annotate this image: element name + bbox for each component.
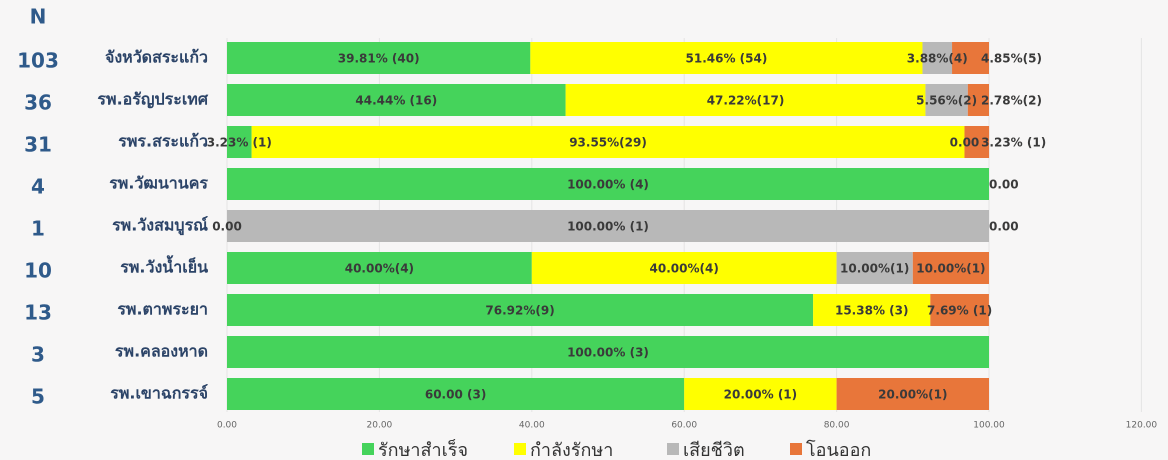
value-label: 3.23% (1) (981, 136, 1046, 150)
value-label: 100.00% (4) (567, 178, 649, 192)
n-value: 36 (24, 91, 52, 115)
bar-segment (227, 252, 532, 284)
n-value: 1 (31, 217, 45, 241)
bar-segment (836, 252, 913, 284)
x-tick-label: 20.00 (367, 421, 393, 431)
value-label: 10.00%(1) (840, 262, 909, 276)
bar-segment (227, 84, 566, 116)
value-label: 10.00%(1) (916, 262, 985, 276)
bar-segment (251, 126, 965, 158)
value-label: 20.00% (1) (724, 388, 797, 402)
n-value: 13 (24, 301, 52, 325)
category-label: รพ.อรัญประเทศ (97, 90, 208, 110)
n-value: 103 (17, 49, 59, 73)
bar-segment (227, 42, 531, 74)
bar-segment (922, 42, 953, 74)
category-label: รพ.วังน้ำเย็น (120, 255, 208, 277)
category-label: รพร.สระแก้ว (118, 132, 208, 151)
bar-segment (565, 84, 926, 116)
value-label: 7.69% (1) (927, 304, 992, 318)
bar-segment (227, 210, 989, 242)
value-label: 40.00%(4) (345, 262, 414, 276)
n-value: 5 (31, 385, 45, 409)
value-label: 0.00 (950, 136, 980, 150)
value-label: 20.00%(1) (878, 388, 947, 402)
bar-segment (684, 378, 837, 410)
bar-segment (530, 42, 923, 74)
bar-segment (227, 378, 685, 410)
value-label: 0.00 (989, 220, 1019, 234)
legend-label: โอนออก (806, 439, 871, 460)
value-label: 100.00% (3) (567, 346, 649, 360)
legend-swatch (514, 443, 526, 455)
value-label: 4.85%(5) (981, 52, 1042, 66)
n-value: 3 (31, 343, 45, 367)
bar-segment (967, 84, 989, 116)
value-label: 100.00% (1) (567, 220, 649, 234)
value-label: 47.22%(17) (707, 94, 785, 108)
legend-label: เสียชีวิต (683, 440, 745, 460)
bar-segment (836, 378, 989, 410)
value-label: 40.00%(4) (650, 262, 719, 276)
bar-segment (531, 252, 837, 284)
category-label: รพ.คลองหาด (115, 342, 208, 361)
bar-segment (925, 84, 968, 116)
legend-label: รักษาสำเร็จ (378, 438, 468, 460)
x-tick-label: 60.00 (671, 421, 697, 431)
bar-segment (912, 252, 989, 284)
value-label: 93.55%(29) (569, 136, 647, 150)
value-label: 39.81% (40) (338, 52, 420, 66)
bar-segment (227, 126, 252, 158)
x-tick-label: 100.00 (973, 421, 1005, 431)
n-value: 31 (24, 133, 52, 157)
bar-segment (227, 336, 989, 368)
n-value: 10 (24, 259, 52, 283)
value-label: 0.00 (989, 178, 1019, 192)
bar-segment (952, 42, 989, 74)
value-label: 44.44% (16) (355, 94, 437, 108)
value-label: 3.88%(4) (907, 52, 968, 66)
x-tick-label: 0.00 (217, 421, 237, 431)
category-label: รพ.วังสมบูรณ์ (112, 216, 208, 237)
n-header: N (30, 5, 47, 29)
category-label: รพ.เขาฉกรรจ์ (110, 384, 208, 403)
bar-segment (930, 294, 989, 326)
legend-swatch (667, 443, 679, 455)
category-label: จังหวัดสระแก้ว (105, 48, 208, 67)
value-label: 60.00 (3) (425, 388, 486, 402)
value-label: 3.23% (1) (207, 136, 272, 150)
value-label: 76.92%(9) (485, 304, 554, 318)
value-label: 0.00 (212, 220, 242, 234)
legend-swatch (362, 443, 374, 455)
category-label: รพ.ตาพระยา (117, 300, 208, 319)
bar-segment (227, 168, 989, 200)
x-tick-label: 120.00 (1126, 421, 1158, 431)
value-label: 5.56%(2) (916, 94, 977, 108)
category-label: รพ.วัฒนานคร (109, 174, 208, 193)
value-label: 51.46% (54) (686, 52, 768, 66)
x-tick-label: 80.00 (824, 421, 850, 431)
value-label: 2.78%(2) (981, 94, 1042, 108)
bar-segment (964, 126, 990, 158)
legend-swatch (790, 443, 802, 455)
bar-segment (813, 294, 931, 326)
bar-segment (227, 294, 814, 326)
x-tick-label: 40.00 (519, 421, 545, 431)
legend-label: กำลังรักษา (530, 440, 613, 460)
n-value: 4 (31, 175, 45, 199)
value-label: 15.38% (3) (835, 304, 908, 318)
